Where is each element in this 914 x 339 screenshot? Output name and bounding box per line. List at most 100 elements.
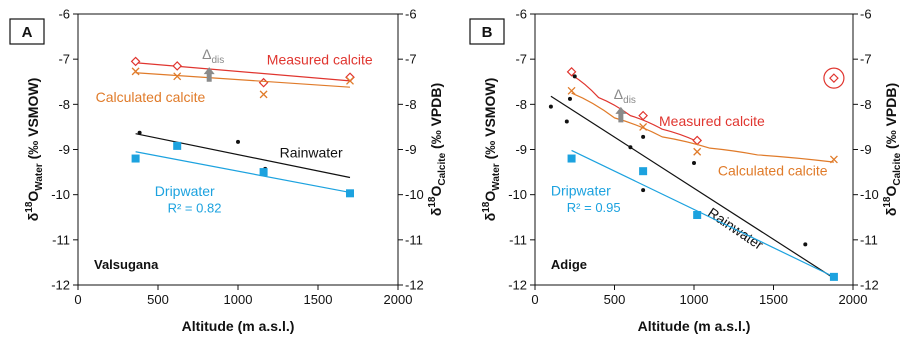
y-left-tick-label: -11 xyxy=(52,232,70,247)
dripwater-label: Dripwater xyxy=(551,183,611,199)
dis-label: Δdis xyxy=(614,86,636,106)
x-tick-label: 500 xyxy=(604,292,626,307)
calculated-point xyxy=(259,90,268,99)
dripwater-point xyxy=(173,141,182,150)
y-left-tick-label: -10 xyxy=(51,187,70,202)
x-axis-title: Altitude (m a.s.l.) xyxy=(182,318,295,334)
rainwater-point xyxy=(236,139,240,144)
panel-a-chart: 0 500 1000 1500 2000-12-11-10-9-8-7-6-12-11-… xyxy=(9,7,448,334)
measured-point xyxy=(172,61,183,71)
rainwater-point xyxy=(572,74,577,79)
calculated-point xyxy=(639,122,648,131)
calculated-point xyxy=(567,86,576,95)
rainwater-point xyxy=(641,188,646,193)
dripwater-r2-label: R² = 0.95 xyxy=(567,200,621,215)
rainwater-point xyxy=(567,96,572,101)
y-left-tick-label: -12 xyxy=(508,278,527,293)
x-axis-title: Altitude (m a.s.l.) xyxy=(638,318,751,334)
rainwater-point xyxy=(137,130,142,135)
y-left-tick-label: -7 xyxy=(58,52,70,67)
x-tick-label: 0 xyxy=(531,292,538,307)
site-label: Valsugana xyxy=(94,257,159,272)
x-tick-label: 2000 xyxy=(839,292,868,307)
y-left-axis-title: δ18OWater (‰ VSMOW) xyxy=(24,78,45,221)
measured-trend-line xyxy=(135,62,351,82)
y-right-tick-label: -11 xyxy=(405,232,423,247)
site-label: Adige xyxy=(551,257,587,272)
dis-arrow-head xyxy=(203,67,215,75)
rainwater-point xyxy=(692,161,696,166)
y-left-tick-label: -6 xyxy=(515,7,527,22)
dripwater-point xyxy=(639,167,648,176)
x-tick-label: 1500 xyxy=(759,292,788,307)
y-right-tick-label: -10 xyxy=(405,187,424,202)
y-left-tick-label: -11 xyxy=(509,232,527,247)
y-right-tick-label: -6 xyxy=(405,7,417,22)
measured-point xyxy=(130,56,141,67)
y-right-tick-label: -12 xyxy=(405,278,424,293)
calculated-label: Calculated calcite xyxy=(96,89,206,105)
calculated-point xyxy=(346,76,354,85)
rainwater-point xyxy=(564,119,569,124)
y-right-tick-label: -11 xyxy=(860,232,878,247)
outlier-circle xyxy=(823,67,845,89)
y-right-tick-label: -12 xyxy=(860,278,879,293)
measured-trend-line xyxy=(571,74,698,142)
measured-label: Measured calcite xyxy=(659,113,765,129)
measured-point xyxy=(566,66,577,77)
rainwater-trend-line xyxy=(135,133,351,179)
x-tick-label: 500 xyxy=(147,292,169,307)
y-left-tick-label: -9 xyxy=(515,142,527,157)
dripwater-point xyxy=(693,210,702,219)
measured-point xyxy=(638,110,648,121)
y-left-tick-label: -12 xyxy=(51,278,70,293)
dis-arrow-head xyxy=(615,106,627,114)
y-left-axis-title: δ18OWater (‰ VSMOW) xyxy=(481,78,502,221)
dis-label: Δdis xyxy=(202,46,224,66)
y-right-tick-label: -8 xyxy=(860,97,872,112)
y-left-tick-label: -6 xyxy=(58,7,70,22)
dripwater-trend-line xyxy=(571,149,835,278)
panel-b-chart: 0 500 1000 1500 2000-12-11-10-9-8-7-6-12-11-… xyxy=(469,7,903,334)
y-right-axis-title: δ18OCalcite (‰ VPDB) xyxy=(882,83,903,216)
dripwater-point xyxy=(346,189,354,198)
dripwater-label: Dripwater xyxy=(155,183,215,199)
x-tick-label: 1500 xyxy=(304,292,333,307)
dripwater-trend-line xyxy=(135,151,351,193)
panel-letter-box xyxy=(469,18,505,45)
dis-arrow-shaft xyxy=(206,73,212,82)
y-right-tick-label: -9 xyxy=(860,142,872,157)
x-tick-label: 2000 xyxy=(384,292,413,307)
rainwater-label: Rainwater xyxy=(280,145,343,161)
dripwater-point xyxy=(567,154,576,163)
rainwater-trend-line xyxy=(550,95,835,279)
y-right-tick-label: -8 xyxy=(405,97,417,112)
y-left-tick-label: -7 xyxy=(515,52,527,67)
dripwater-point xyxy=(131,154,140,163)
y-left-tick-label: -9 xyxy=(58,142,70,157)
y-right-tick-label: -7 xyxy=(860,52,872,67)
dis-arrow-shaft xyxy=(618,112,624,123)
calculated-point xyxy=(131,67,140,76)
x-tick-label: 0 xyxy=(74,292,81,307)
rainwater-point xyxy=(548,104,553,109)
measured-label: Measured calcite xyxy=(267,52,373,68)
y-right-tick-label: -10 xyxy=(860,187,879,202)
y-left-tick-label: -10 xyxy=(508,187,527,202)
x-tick-label: 1000 xyxy=(224,292,253,307)
y-left-tick-label: -8 xyxy=(515,97,527,112)
panel-letter: B xyxy=(482,24,493,41)
x-tick-label: 1000 xyxy=(680,292,709,307)
dripwater-point xyxy=(829,272,838,281)
y-right-tick-label: -6 xyxy=(860,7,872,22)
dripwater-point xyxy=(259,168,268,177)
y-left-tick-label: -8 xyxy=(58,97,70,112)
calculated-point xyxy=(173,72,182,81)
dripwater-r2-label: R² = 0.82 xyxy=(168,201,222,216)
calculated-point xyxy=(829,155,838,164)
calculated-trend-line xyxy=(571,92,834,163)
calculated-label: Calculated calcite xyxy=(718,163,828,179)
measured-point xyxy=(258,77,269,88)
panel-letter: A xyxy=(22,24,33,41)
